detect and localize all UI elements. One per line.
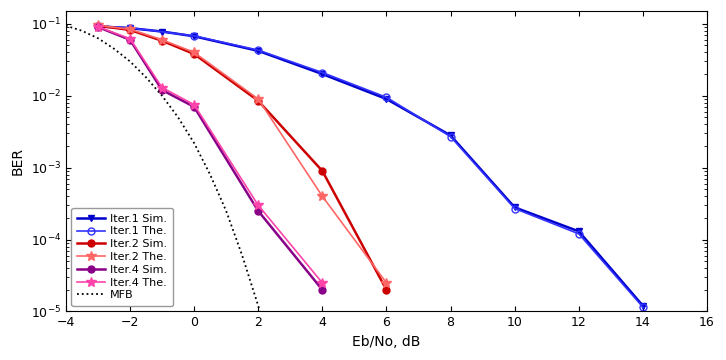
Iter.1 Sim. [639,303,648,308]
Iter.1 The. [189,34,198,38]
Iter.4 Sim. [126,37,134,42]
MFB [110,46,118,51]
Iter.1 Sim. [94,24,102,28]
Iter.1 The. [574,232,583,236]
Iter.1 Sim. [126,26,134,30]
Iter.4 The. [94,24,102,29]
Iter.2 The. [126,27,134,31]
Iter.1 The. [639,305,648,309]
Iter.1 The. [126,26,134,30]
MFB [62,23,70,28]
Line: Iter.1 Sim.: Iter.1 Sim. [94,23,646,309]
Iter.2 Sim. [189,52,198,56]
Iter.2 The. [189,50,198,55]
Iter.4 Sim. [189,105,198,109]
MFB [142,75,150,80]
Line: Iter.2 Sim.: Iter.2 Sim. [94,22,390,293]
MFB [78,28,86,33]
Iter.1 The. [446,134,455,139]
Line: Iter.1 The.: Iter.1 The. [94,23,646,311]
MFB [94,36,102,40]
Iter.2 The. [254,97,263,101]
Iter.1 The. [254,48,263,52]
Iter.2 The. [94,23,102,27]
Iter.1 Sim. [158,30,166,34]
Iter.2 The. [158,37,166,42]
Iter.1 Sim. [189,34,198,39]
Iter.2 Sim. [94,23,102,28]
Iter.1 The. [318,70,327,75]
Iter.1 Sim. [510,205,519,210]
Iter.1 Sim. [254,49,263,53]
Iter.4 The. [189,103,198,107]
Iter.2 Sim. [126,28,134,32]
Iter.2 Sim. [382,288,391,292]
Iter.1 The. [510,206,519,211]
Iter.4 Sim. [158,88,166,92]
MFB [205,172,214,177]
MFB [189,141,198,145]
Iter.1 Sim. [446,133,455,138]
Line: Iter.2 The.: Iter.2 The. [93,21,391,288]
Iter.2 Sim. [318,169,327,173]
Legend: Iter.1 Sim., Iter.1 The., Iter.2 Sim., Iter.2 The., Iter.4 Sim., Iter.4 The., MF: Iter.1 Sim., Iter.1 The., Iter.2 Sim., I… [71,208,173,306]
Iter.4 Sim. [94,25,102,29]
Iter.2 Sim. [158,39,166,43]
Line: MFB: MFB [66,26,290,360]
Iter.1 Sim. [382,97,391,101]
Y-axis label: BER: BER [11,147,25,175]
Iter.1 Sim. [574,229,583,234]
Iter.4 The. [126,37,134,41]
Iter.2 The. [318,194,327,198]
Iter.4 Sim. [318,288,327,292]
Iter.1 Sim. [318,72,327,76]
Iter.2 The. [382,281,391,285]
X-axis label: Eb/No, dB: Eb/No, dB [352,335,420,349]
Iter.4 The. [318,281,327,285]
MFB [254,303,263,308]
MFB [158,94,166,98]
Iter.4 Sim. [254,209,263,213]
MFB [222,209,231,213]
MFB [174,115,182,120]
Line: Iter.4 The.: Iter.4 The. [93,22,327,288]
Iter.1 The. [382,95,391,99]
Iter.2 Sim. [254,99,263,103]
Iter.4 The. [254,203,263,207]
Iter.1 The. [94,24,102,28]
Line: Iter.4 Sim.: Iter.4 Sim. [94,24,326,293]
MFB [126,59,134,64]
Iter.4 The. [158,85,166,90]
MFB [238,253,247,258]
